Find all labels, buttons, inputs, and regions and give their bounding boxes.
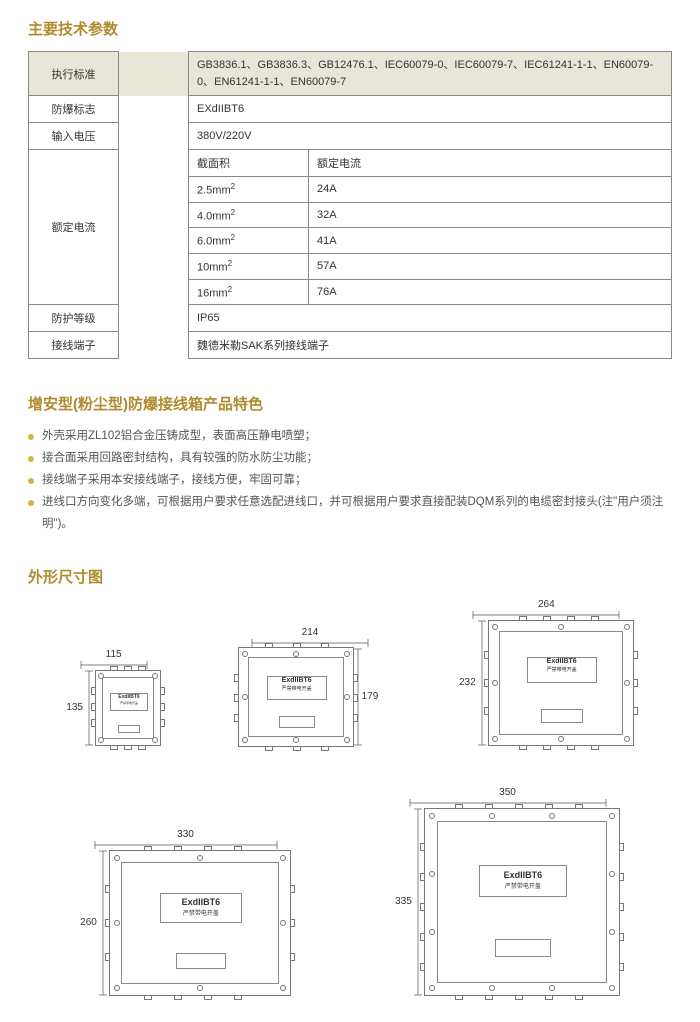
table-row: 接线端子 魏德米勒SAK系列接线端子: [29, 332, 672, 359]
spec-table: 执行标准 GB3836.1、GB3836.3、GB12476.1、IEC6007…: [28, 51, 672, 359]
figure-5: 350 335 ExdIIBT6 严禁带电开盖: [395, 787, 620, 997]
table-row: 防爆标志 EXdIIBT6: [29, 96, 672, 123]
cell-label: 额定电流: [29, 150, 119, 305]
dim-label: 260: [80, 917, 97, 928]
dim-label: 135: [66, 702, 83, 713]
figure-3: 264 232 ExdIIBT6 严禁带电开盖: [459, 599, 634, 747]
junction-box-icon: ExdIIBT6 严禁带电开盖: [424, 808, 620, 996]
cell-value: GB3836.1、GB3836.3、GB12476.1、IEC60079-0、I…: [189, 52, 672, 96]
dim-label: 264: [538, 599, 555, 610]
junction-box-icon: ExdIIBT6 严禁带电开盖: [109, 850, 291, 996]
junction-box-icon: ExdIIBT6 严禁带电开盖: [95, 670, 161, 746]
list-item: 接合面采用回路密封结构，具有较强的防水防尘功能；: [28, 448, 672, 470]
cell-header: 额定电流: [309, 150, 672, 177]
cell-value: 魏德米勒SAK系列接线端子: [189, 332, 672, 359]
cell-value: IP65: [189, 305, 672, 332]
dim-label: 330: [177, 829, 194, 840]
table-row: 额定电流 截面积 额定电流: [29, 150, 672, 177]
dim-label: 335: [395, 896, 412, 907]
cell-label: 防护等级: [29, 305, 119, 332]
dimensions-title: 外形尺寸图: [28, 566, 672, 587]
dim-label: 232: [459, 677, 476, 688]
list-item: 外壳采用ZL102铝合金压铸成型，表面高压静电喷塑；: [28, 426, 672, 448]
junction-box-icon: ExdIIBT6 严禁带电开盖: [238, 647, 354, 747]
cell-header: 截面积: [189, 150, 309, 177]
dim-label: 115: [106, 649, 122, 660]
drawings-area: 115 135 ExdIIBT6 严禁带电开盖: [28, 599, 672, 997]
cell-label: 执行标准: [29, 52, 119, 96]
list-item: 进线口方向变化多端，可根据用户要求任意选配进线口，并可根据用户要求直接配装DQM…: [28, 492, 672, 536]
features-title: 增安型(粉尘型)防爆接线箱产品特色: [28, 393, 672, 414]
cell-label: 防爆标志: [29, 96, 119, 123]
dim-label: 214: [302, 627, 319, 638]
dim-label: 350: [499, 787, 516, 798]
dim-label: 179: [362, 691, 379, 702]
table-row: 输入电压 380V/220V: [29, 123, 672, 150]
figure-4: 330 260 ExdIIBT6 严禁带电开盖: [80, 829, 291, 997]
cell-label: 接线端子: [29, 332, 119, 359]
cell-value: EXdIIBT6: [189, 96, 672, 123]
figure-1: 115 135 ExdIIBT6 严禁带电开盖: [66, 649, 161, 747]
features-list: 外壳采用ZL102铝合金压铸成型，表面高压静电喷塑； 接合面采用回路密封结构，具…: [28, 426, 672, 535]
list-item: 接线端子采用本安接线端子，接线方便，牢固可靠；: [28, 470, 672, 492]
junction-box-icon: ExdIIBT6 严禁带电开盖: [488, 620, 634, 746]
spec-title: 主要技术参数: [28, 18, 672, 39]
cell-value: 380V/220V: [189, 123, 672, 150]
figure-2: 214 ExdIIBT6 严禁带电开盖: [238, 627, 383, 747]
cell-label: 输入电压: [29, 123, 119, 150]
table-row: 执行标准 GB3836.1、GB3836.3、GB12476.1、IEC6007…: [29, 52, 672, 96]
table-row: 防护等级 IP65: [29, 305, 672, 332]
